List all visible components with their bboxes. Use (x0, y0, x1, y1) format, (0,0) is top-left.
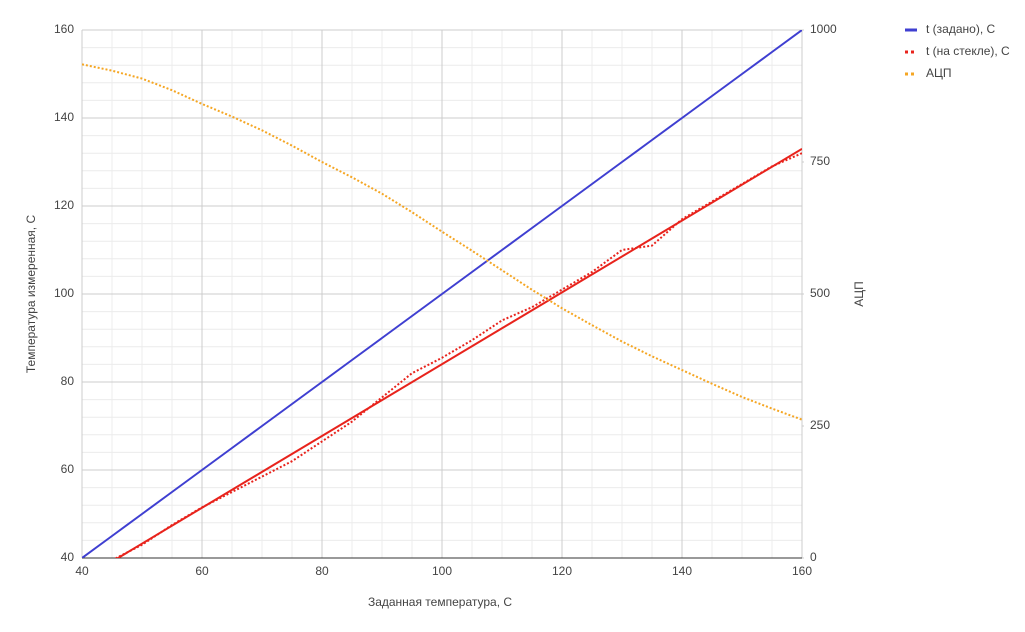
x-tick-label: 140 (672, 564, 692, 578)
y-tick-label: 120 (54, 198, 74, 212)
y2-axis-title: АЦП (852, 281, 866, 307)
y-axis-title: Температура измеренная, С (24, 215, 38, 374)
series-line (114, 152, 802, 558)
y2-tick-label: 0 (810, 550, 817, 564)
y-tick-label: 160 (54, 22, 74, 36)
x-axis-title: Заданная температура, С (368, 595, 512, 609)
y-tick-label: 100 (54, 286, 74, 300)
y-tick-label: 80 (61, 374, 75, 388)
legend-label: АЦП (926, 66, 952, 80)
legend-label: t (задано), С (926, 22, 995, 36)
y2-tick-label: 500 (810, 286, 830, 300)
x-tick-label: 100 (432, 564, 452, 578)
series-line (82, 63, 802, 421)
y-tick-label: 60 (61, 462, 75, 476)
y2-tick-label: 250 (810, 418, 830, 432)
y2-tick-label: 750 (810, 154, 830, 168)
x-tick-label: 80 (315, 564, 329, 578)
legend-label: t (на стекле), С (926, 44, 1010, 58)
plot-area (82, 30, 802, 558)
x-tick-label: 40 (75, 564, 89, 578)
x-tick-label: 60 (195, 564, 209, 578)
x-tick-label: 120 (552, 564, 572, 578)
y2-tick-label: 1000 (810, 22, 837, 36)
y-tick-label: 40 (61, 550, 75, 564)
series-line (82, 30, 802, 558)
y-tick-label: 140 (54, 110, 74, 124)
x-tick-label: 160 (792, 564, 812, 578)
